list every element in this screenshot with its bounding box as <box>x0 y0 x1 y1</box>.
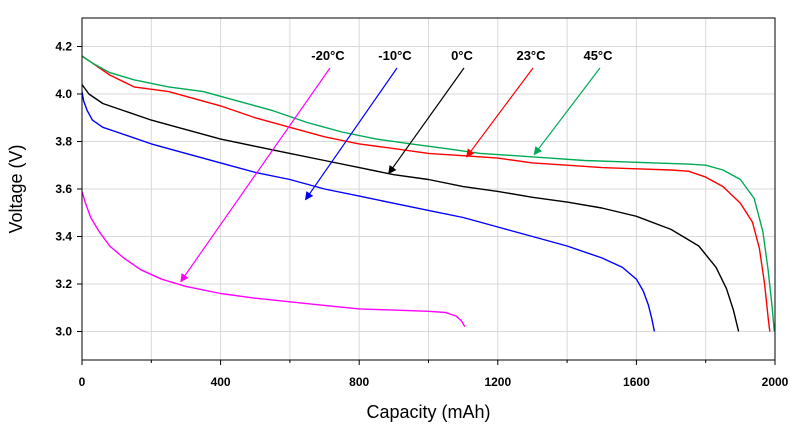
x-axis-title: Capacity (mAh) <box>366 402 490 422</box>
grid-lines <box>82 18 775 360</box>
annotation-arrow <box>180 67 331 283</box>
temperature-label: 23°C <box>516 48 546 63</box>
annotation-arrow <box>533 67 601 156</box>
series-line <box>81 191 466 328</box>
annotation-arrow <box>388 67 465 175</box>
series-line <box>81 55 771 332</box>
x-tick-label: 1600 <box>623 375 650 389</box>
y-tick-label: 3.8 <box>55 135 72 149</box>
axis-ticks: 0 400 800 1200 1600 2000 3.0 3.2 3.4 3.6 3.8 4.0 4.2 <box>55 40 788 390</box>
x-tick-label: 400 <box>211 375 231 389</box>
y-tick-label: 4.2 <box>55 40 72 54</box>
x-tick-label: 1200 <box>484 375 511 389</box>
x-tick-label: 2000 <box>762 375 789 389</box>
temperature-label: -20°C <box>311 48 345 63</box>
x-tick-label: 0 <box>79 375 86 389</box>
temperature-annotations: -20°C -10°C 0°C 23°C 45°C <box>180 48 613 283</box>
temperature-label: -10°C <box>378 48 412 63</box>
x-tick-label: 800 <box>349 375 369 389</box>
y-tick-label: 4.0 <box>55 87 72 101</box>
annotation-arrow <box>304 67 398 201</box>
y-axis-title: Voltage (V) <box>6 144 26 233</box>
series-line <box>81 84 740 332</box>
series-line <box>81 91 656 332</box>
temperature-label: 0°C <box>451 48 473 63</box>
series-line <box>81 55 775 332</box>
y-tick-label: 3.0 <box>55 325 72 339</box>
y-tick-label: 3.2 <box>55 277 72 291</box>
y-tick-label: 3.6 <box>55 182 72 196</box>
series-lines <box>81 55 775 332</box>
annotation-arrow <box>466 67 534 158</box>
temperature-label: 45°C <box>583 48 613 63</box>
y-tick-label: 3.4 <box>55 230 72 244</box>
